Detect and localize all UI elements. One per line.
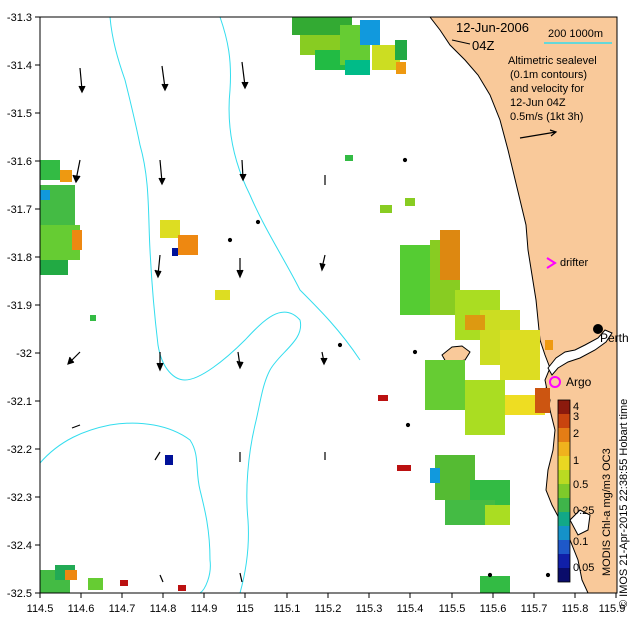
colorbar-ticks: 4 3 2 1 0.5 0.25 0.1 0.05 [573,401,594,574]
lon-tick: 115.1 [274,603,301,615]
argo-marker [549,376,561,388]
lon-tick: 115.8 [562,603,589,615]
isobath-legend: 200 1000m [548,28,603,40]
lat-tick: -31.8 [7,252,32,264]
legend-line-5: 0.5m/s (1kt 3h) [510,111,583,123]
colorbar-tick: 0.05 [573,562,594,574]
time-label: 04Z [472,38,494,53]
colorbar-tick: 4 [573,401,579,413]
perth-marker [593,324,603,334]
credit-text: © IMOS 21-Apr-2015 22:38:55 Hobart time [618,399,630,608]
lon-tick: 114.6 [68,603,95,615]
colorbar-tick: 3 [573,411,579,423]
perth-label: Perth [600,331,629,345]
argo-label: Argo [566,375,592,389]
lon-tick: 115.7 [521,603,548,615]
lon-axis [39,593,617,598]
colorbar [557,399,571,583]
colorbar-tick: 1 [573,455,579,467]
velocity-scale-arrow [519,129,558,139]
lat-tick: -32.4 [7,540,32,552]
lat-tick: -32.2 [7,444,32,456]
colorbar-tick: 0.5 [573,479,588,491]
lat-tick: -31.6 [7,156,32,168]
lat-tick: -31.5 [7,108,32,120]
colorbar-tick: 0.1 [573,536,588,548]
lon-tick: 115.2 [315,603,342,615]
lon-tick: 115 [236,603,254,615]
legend-line-3: and velocity for [510,83,584,95]
lon-tick: 114.8 [150,603,177,615]
lat-tick: -31.7 [7,204,32,216]
lat-tick: -32.5 [7,588,32,600]
isobath-contours [39,16,361,594]
peel-inlet [569,509,591,536]
drifter-marker [546,257,557,269]
date-label: 12-Jun-2006 [456,20,529,35]
swan-river [547,329,613,376]
lat-tick: -31.9 [7,300,32,312]
lat-tick: -31.4 [7,60,32,72]
lon-tick: 115.3 [356,603,383,615]
lon-tick: 115.6 [480,603,507,615]
legend-line-1: Altimetric sealevel [508,55,597,67]
lat-axis [35,16,40,594]
lat-tick: -31.3 [7,12,32,24]
colorbar-title: MODIS Chl-a mg/m3 OC3 [601,448,613,576]
lon-tick-labels: 114.5 114.6 114.7 114.8 114.9 115 115.1 … [27,603,626,615]
drifter-label: drifter [560,257,588,269]
lon-tick: 115.9 [599,603,626,615]
legend-line-2: (0.1m contours) [510,69,587,81]
date-label-leader [451,39,471,45]
lat-tick: -32.3 [7,492,32,504]
velocity-arrows [67,61,551,583]
colorbar-tick: 0.25 [573,505,594,517]
legend-line-4: 12-Jun 04Z [510,97,566,109]
lon-tick: 115.4 [397,603,424,615]
lat-tick: -32.1 [7,396,32,408]
lat-tick: -32 [16,348,32,360]
lon-tick: 114.7 [109,603,136,615]
lon-tick: 114.9 [191,603,218,615]
chlorophyll-pixels [40,17,553,593]
colorbar-tick: 2 [573,428,579,440]
lat-tick-labels: -31.3 -31.4 -31.5 -31.6 -31.7 -31.8 -31.… [7,12,32,600]
lon-tick: 114.5 [27,603,54,615]
lon-tick: 115.5 [439,603,466,615]
